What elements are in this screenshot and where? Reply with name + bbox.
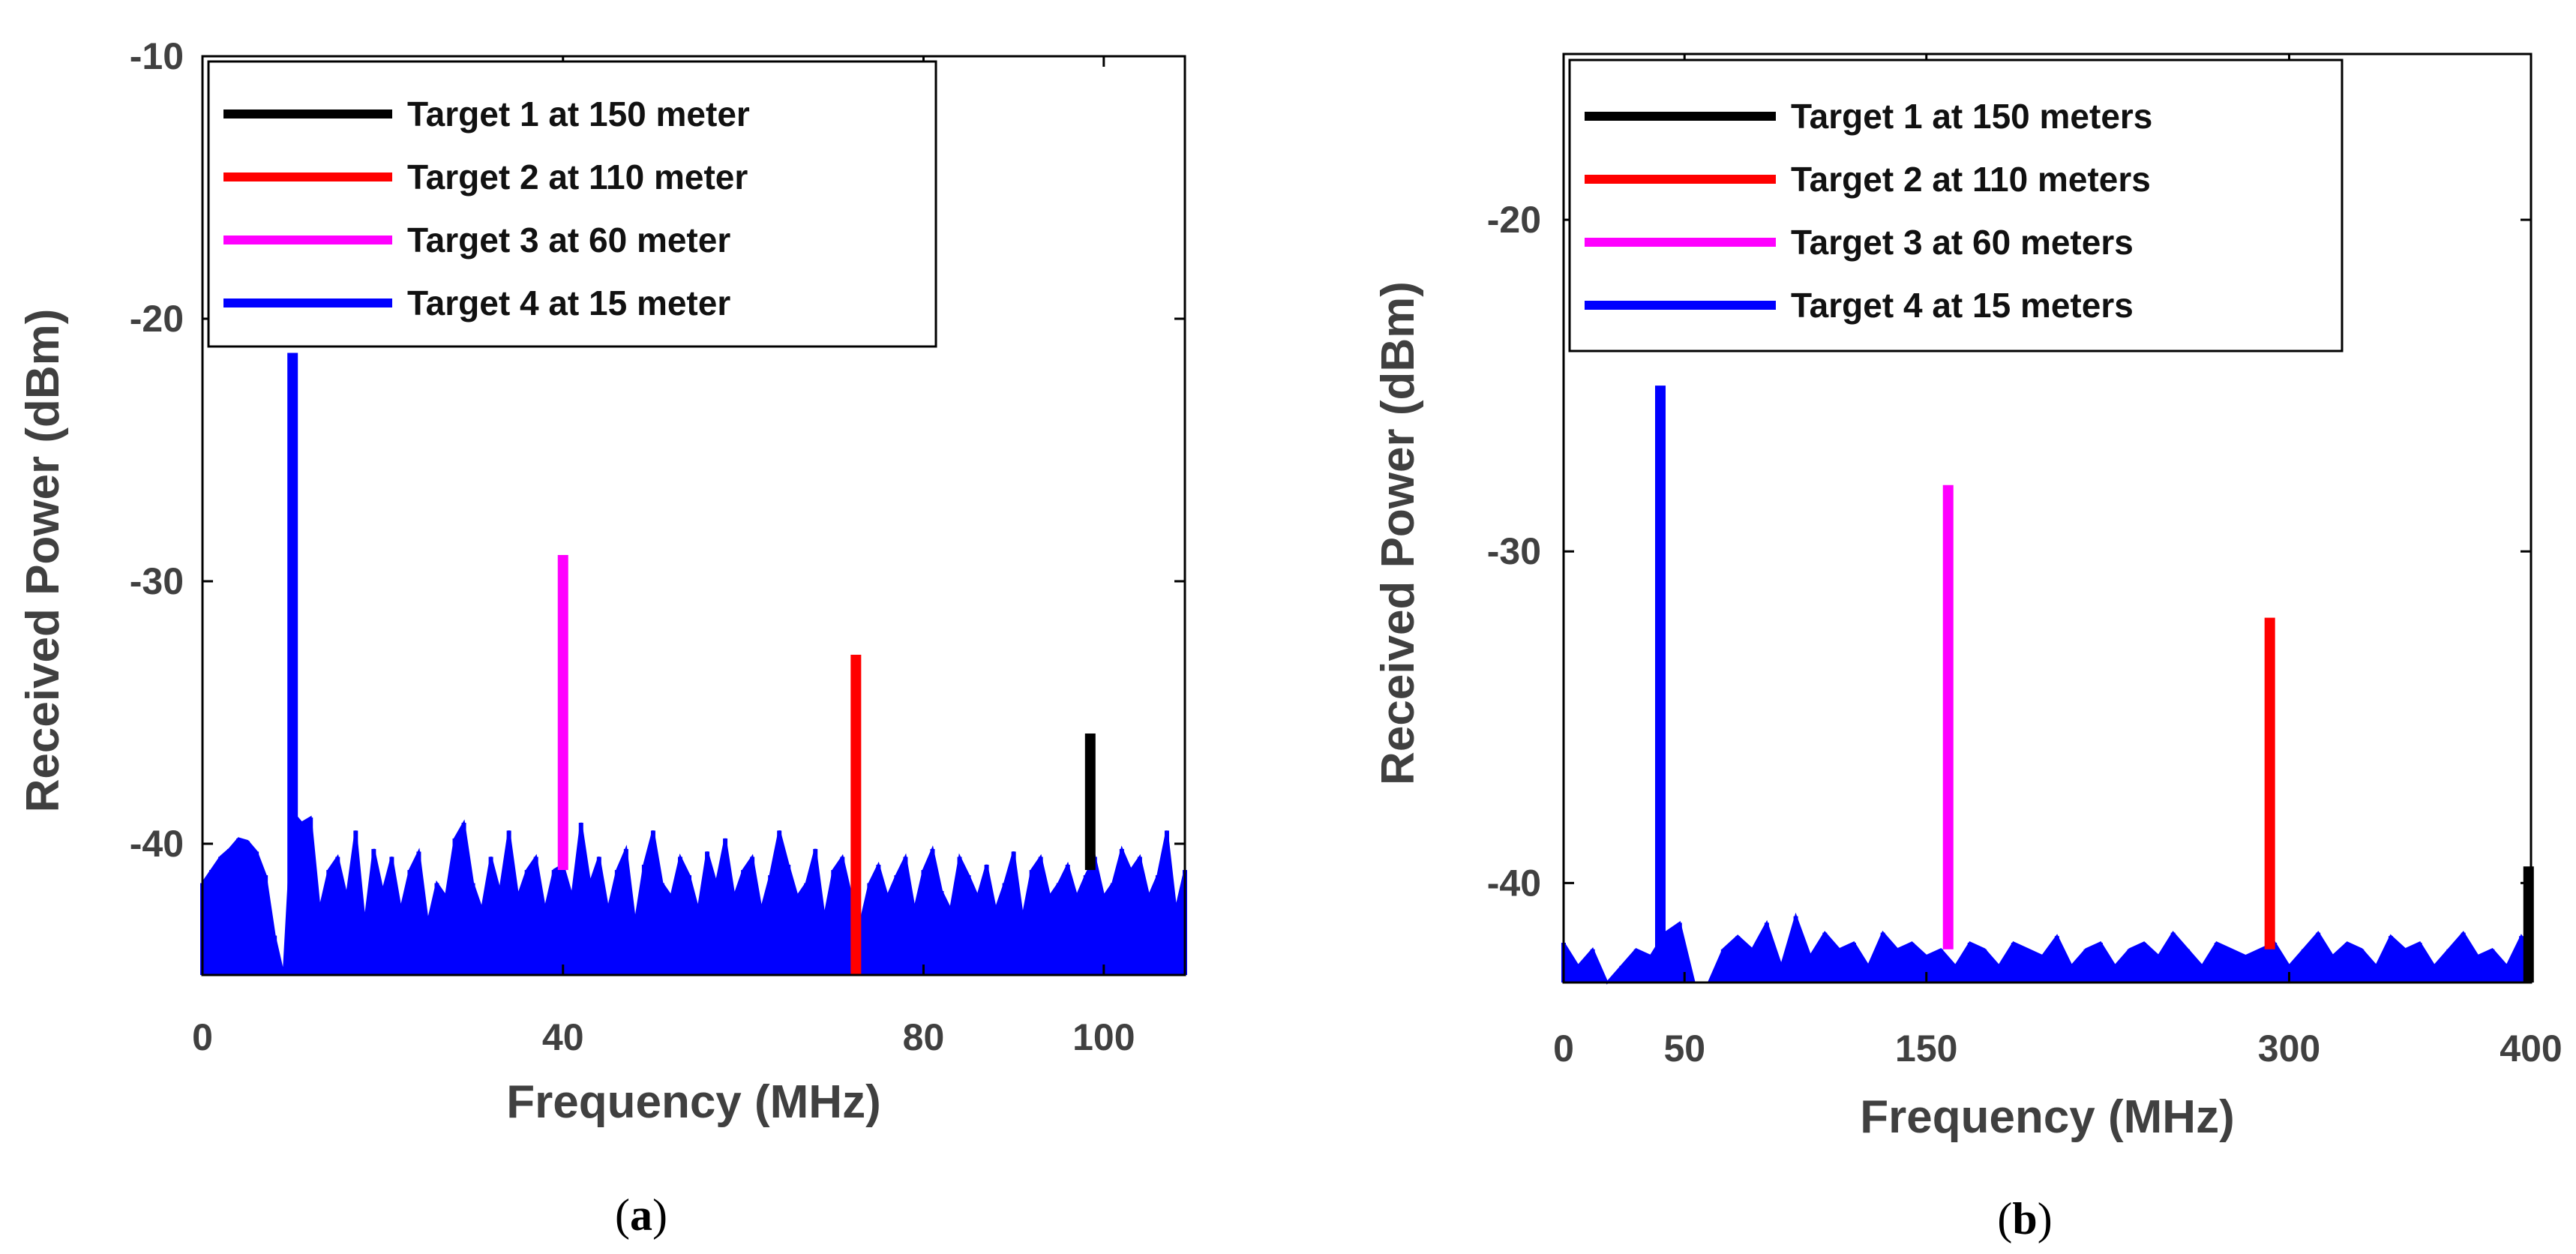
x-tick-label: 150 — [1895, 1028, 1957, 1070]
x-tick-label: 80 — [903, 1016, 945, 1058]
y-ticks-b: -20 -30 -40 — [1487, 199, 2531, 904]
plot-frame-b — [1562, 52, 2533, 984]
x-tick-label: 100 — [1072, 1016, 1135, 1058]
x-ticks-b: 0 50 150 300 400 — [1553, 54, 2563, 1070]
panel-a: -10 -20 -30 -40 0 40 80 100 Target 1 at 150 me… — [17, 35, 1187, 1240]
legend-label: Target 4 at 15 meters — [1791, 286, 2134, 325]
caption-a: (a) — [615, 1190, 667, 1240]
caption-close-b: ) — [2038, 1194, 2053, 1244]
target-peaks-b — [1655, 386, 2534, 982]
panel-b: -20 -30 -40 0 50 150 300 400 Target 1 at 150 m… — [1372, 52, 2563, 1244]
y-tick-label: -20 — [130, 298, 184, 340]
legend-label: Target 1 at 150 meter — [407, 94, 750, 134]
y-tick-label: -10 — [130, 35, 184, 77]
caption-close-a: ) — [652, 1190, 667, 1240]
caption-open-b: ( — [1997, 1194, 2012, 1244]
noise-area-b — [1562, 912, 2533, 985]
target-peaks-a — [287, 352, 1096, 975]
y-tick-label: -40 — [1487, 862, 1541, 904]
legend-label: Target 3 at 60 meters — [1791, 223, 2134, 262]
caption-letter-b: b — [2012, 1194, 2037, 1244]
y-ticks-a: -10 -20 -30 -40 — [130, 35, 1185, 865]
x-axis-label-a: Frequency (MHz) — [506, 1076, 880, 1128]
y-tick-label: -40 — [130, 823, 184, 865]
noise-floor-b — [1561, 912, 2533, 985]
legend-b: Target 1 at 150 meters Target 2 at 110 me… — [1568, 58, 2344, 352]
y-axis-label-a: Received Power (dBm) — [17, 309, 69, 813]
legend-label: Target 4 at 15 meter — [407, 284, 730, 322]
x-tick-label: 0 — [1553, 1028, 1574, 1070]
caption-open-a: ( — [615, 1190, 630, 1240]
y-axis-label-b: Received Power (dBm) — [1372, 281, 1424, 785]
x-tick-label: 400 — [2500, 1028, 2562, 1070]
legend-label: Target 1 at 150 meters — [1791, 97, 2152, 136]
x-tick-label: 0 — [192, 1016, 213, 1058]
noise-floor-a — [200, 809, 1187, 976]
plot-frame-a — [201, 55, 1186, 976]
caption-b: (b) — [1997, 1194, 2052, 1244]
legend-label: Target 2 at 110 meters — [1791, 160, 2151, 199]
x-axis-label-b: Frequency (MHz) — [1860, 1091, 2234, 1143]
y-tick-label: -30 — [130, 560, 184, 602]
x-tick-label: 300 — [2258, 1028, 2320, 1070]
x-tick-label: 40 — [542, 1016, 584, 1058]
legend-label: Target 2 at 110 meter — [407, 158, 748, 196]
legend-label: Target 3 at 60 meter — [407, 220, 730, 260]
legend-a: Target 1 at 150 meter Target 2 at 110 met… — [207, 60, 937, 348]
noise-area-a — [201, 809, 1186, 976]
x-ticks-a: 0 40 80 100 — [192, 56, 1135, 1058]
caption-letter-a: a — [630, 1190, 652, 1240]
y-tick-label: -30 — [1487, 530, 1541, 572]
x-tick-label: 50 — [1663, 1028, 1705, 1070]
y-tick-label: -20 — [1487, 199, 1541, 241]
